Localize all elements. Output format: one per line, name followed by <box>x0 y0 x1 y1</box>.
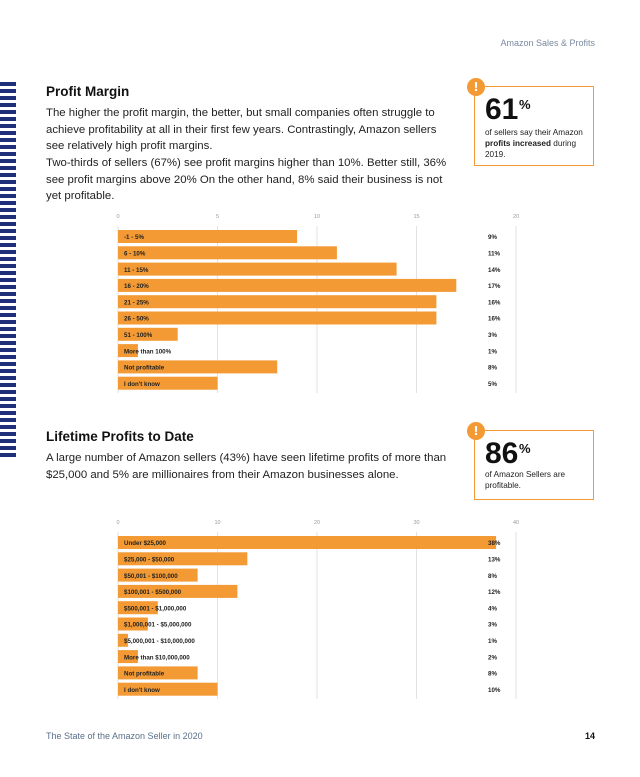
x-tick-label: 40 <box>513 520 519 526</box>
bar <box>118 633 128 647</box>
value-label: 4% <box>488 605 497 612</box>
footer-page-number: 14 <box>584 731 595 741</box>
value-label: 3% <box>488 622 497 629</box>
category-label: $5,000,001 - $10,000,000 <box>124 638 195 645</box>
bar <box>118 376 218 390</box>
bar <box>118 568 198 582</box>
category-label: I don't know <box>124 687 160 694</box>
bar <box>118 311 437 325</box>
bar <box>118 650 138 664</box>
bar <box>118 344 138 358</box>
value-label: 17% <box>488 283 501 290</box>
section-title-profit-margin: Profit Margin <box>46 84 130 99</box>
value-label: 13% <box>488 557 501 564</box>
category-label: -1 - 5% <box>124 234 144 241</box>
x-tick-label: 10 <box>214 520 220 526</box>
bar <box>118 327 178 341</box>
x-tick-label: 30 <box>413 520 419 526</box>
bar <box>118 262 397 276</box>
profit-margin-paragraph-1: The higher the profit margin, the better… <box>46 107 437 152</box>
value-label: 8% <box>488 573 497 580</box>
category-label: 26 - 50% <box>124 316 149 323</box>
category-label: Under $25,000 <box>124 540 167 547</box>
callout-sellers-profitable: ! 86 % of Amazon Sellers are profitable. <box>467 422 594 500</box>
category-label: $100,001 - $500,000 <box>124 589 182 596</box>
category-label: Not profitable <box>124 671 165 678</box>
value-label: 8% <box>488 671 497 678</box>
value-label: 16% <box>488 299 501 306</box>
bar <box>118 536 497 549</box>
value-label: 12% <box>488 589 501 596</box>
value-label: 9% <box>488 234 497 241</box>
x-tick-label: 0 <box>116 520 119 526</box>
value-label: 3% <box>488 332 497 339</box>
profit-margin-paragraph-2: Two-thirds of sellers (67%) see profit m… <box>46 157 447 202</box>
value-label: 10% <box>488 687 501 694</box>
callout-text: of sellers say their Amazon profits incr… <box>485 128 583 159</box>
bar <box>118 666 198 680</box>
category-label: Not profitable <box>124 365 165 372</box>
footer-report-title: The State of the Amazon Seller in 2020 <box>46 731 203 741</box>
category-label: More than $10,000,000 <box>124 654 190 661</box>
callout-text: of Amazon Sellers are profitable. <box>485 470 566 490</box>
lifetime-profits-paragraph: A large number of Amazon sellers (43%) h… <box>46 452 447 481</box>
value-label: 1% <box>488 348 497 355</box>
category-label: $25,000 - $50,000 <box>124 557 175 564</box>
bar <box>118 278 457 292</box>
callout-profits-increased: ! 61 % of sellers say their Amazon profi… <box>467 78 594 166</box>
category-label: More than 100% <box>124 348 172 355</box>
category-label: I don't know <box>124 381 160 388</box>
lifetime-profits-chart: 0 10 20 30 40 Under $25,000 38% $25,000 - $50,0… <box>110 516 530 701</box>
value-label: 14% <box>488 267 501 274</box>
profit-margin-chart-svg: 0 5 10 15 20 -1 - 5% 9% 6 - 10% 11% 11 - 15% 14% 16… <box>116 214 519 393</box>
value-label: 1% <box>488 638 497 645</box>
lifetime-profits-chart-svg: 0 10 20 30 40 Under $25,000 38% $25,000 - $50,0… <box>116 520 519 699</box>
category-label: 51 - 100% <box>124 332 153 339</box>
category-label: 6 - 10% <box>124 251 146 258</box>
category-label: 21 - 25% <box>124 299 149 306</box>
info-icon: ! <box>467 78 485 96</box>
callout-percent-sign: % <box>519 441 531 456</box>
value-label: 38% <box>488 540 501 547</box>
section-title-lifetime-profits: Lifetime Profits to Date <box>46 429 194 444</box>
bar <box>118 682 218 696</box>
bar <box>118 601 158 615</box>
bar <box>118 552 248 566</box>
x-tick-label: 0 <box>116 214 119 220</box>
bar <box>118 295 437 309</box>
value-label: 2% <box>488 654 497 661</box>
value-label: 11% <box>488 251 501 258</box>
x-tick-label: 5 <box>216 214 219 220</box>
bar <box>118 230 298 243</box>
category-label: 16 - 20% <box>124 283 149 290</box>
category-label: $500,001 - $1,000,000 <box>124 605 187 612</box>
x-tick-label: 15 <box>413 214 419 220</box>
profit-margin-chart: 0 5 10 15 20 -1 - 5% 9% 6 - 10% 11% 11 - 15% 14% 16… <box>110 210 530 395</box>
bar <box>118 584 238 598</box>
x-tick-label: 20 <box>513 214 519 220</box>
callout-big-number: 61 <box>485 93 519 126</box>
category-label: $1,000,001 - $5,000,000 <box>124 622 192 629</box>
value-label: 8% <box>488 365 497 372</box>
bar <box>118 617 148 631</box>
category-label: 11 - 15% <box>124 267 149 274</box>
info-icon: ! <box>467 422 485 440</box>
x-tick-label: 10 <box>314 214 320 220</box>
bar <box>118 360 278 374</box>
decorative-stripes <box>0 82 16 458</box>
callout-big-number: 86 <box>485 437 519 470</box>
category-label: $50,001 - $100,000 <box>124 573 178 580</box>
value-label: 5% <box>488 381 497 388</box>
x-tick-label: 20 <box>314 520 320 526</box>
header-tag: Amazon Sales & Profits <box>500 38 595 48</box>
value-label: 16% <box>488 316 501 323</box>
bar <box>118 246 337 260</box>
callout-percent-sign: % <box>519 97 531 112</box>
